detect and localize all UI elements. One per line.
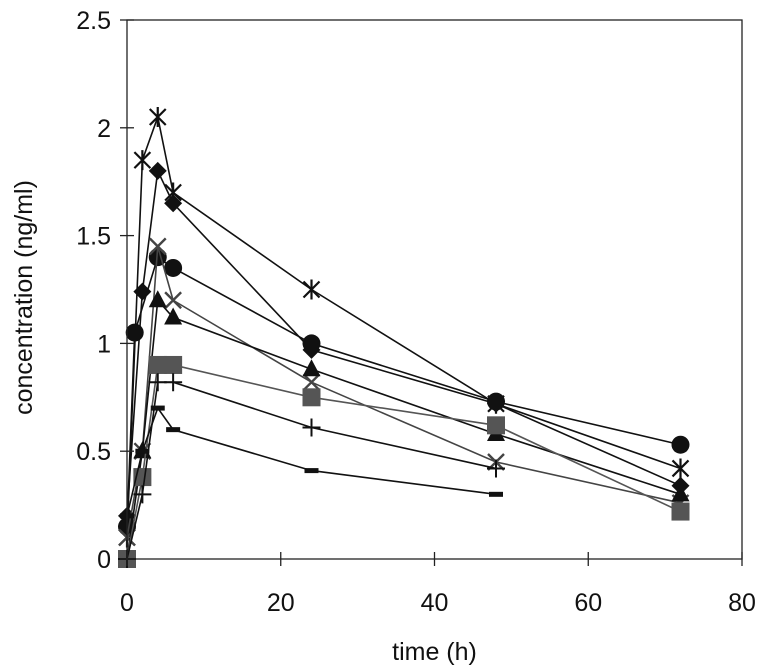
- y-tick-label: 1.5: [76, 223, 111, 251]
- data-point-plus: [164, 373, 183, 392]
- data-point-circle: [125, 323, 144, 342]
- x-tick-label: 0: [120, 589, 134, 617]
- data-point-plus: [487, 459, 505, 478]
- data-point-plus: [302, 418, 321, 437]
- data-point-triangle: [671, 484, 690, 502]
- data-point-dash: [489, 491, 503, 497]
- y-axis-title: concentration (ng/ml): [10, 180, 38, 415]
- x-axis-title: time (h): [392, 638, 477, 666]
- data-point-star: [671, 458, 690, 479]
- data-point-circle: [302, 334, 321, 353]
- data-point-square: [148, 355, 167, 374]
- data-point-circle: [164, 258, 183, 277]
- data-point-dash: [150, 405, 165, 411]
- data-point-x: [148, 237, 167, 256]
- data-point-triangle: [164, 307, 183, 325]
- x-tick-label: 20: [267, 589, 295, 617]
- square-series: [118, 355, 690, 568]
- data-point-dash: [166, 427, 181, 433]
- y-tick-label: 2: [97, 115, 111, 143]
- y-tick-label: 0: [97, 546, 111, 574]
- x-tick-label: 40: [421, 589, 449, 617]
- x-tick-label: 60: [574, 589, 602, 617]
- circle-series: [118, 248, 690, 536]
- y-tick-label: 0.5: [76, 438, 111, 466]
- data-point-triangle: [302, 359, 321, 377]
- y-tick-label: 1: [97, 330, 111, 358]
- data-point-x: [164, 291, 182, 310]
- x-tick-label: 80: [728, 589, 756, 617]
- data-point-square: [302, 388, 321, 407]
- data-point-plus: [148, 373, 167, 392]
- data-point-dash: [304, 468, 319, 474]
- data-point-diamond: [148, 161, 167, 180]
- data-point-circle: [671, 435, 690, 454]
- data-point-x: [302, 373, 321, 392]
- data-point-dash: [135, 448, 150, 454]
- series-layer: [118, 107, 690, 568]
- data-point-plus: [133, 485, 152, 504]
- data-point-square: [164, 355, 183, 374]
- y-tick-label: 2.5: [76, 7, 111, 35]
- data-point-triangle: [148, 290, 167, 308]
- data-point-diamond: [133, 282, 152, 301]
- data-point-square: [487, 416, 505, 435]
- data-point-circle: [487, 392, 505, 411]
- data-point-diamond: [164, 194, 183, 213]
- data-point-star: [302, 279, 321, 300]
- data-point-star: [133, 150, 152, 171]
- data-point-star: [148, 107, 167, 128]
- data-point-square: [671, 502, 690, 521]
- axes-layer: 0 20 40 60 80 0 0.5 1 1.5 2 2.5: [76, 7, 756, 617]
- dash-series-line: [126, 406, 497, 517]
